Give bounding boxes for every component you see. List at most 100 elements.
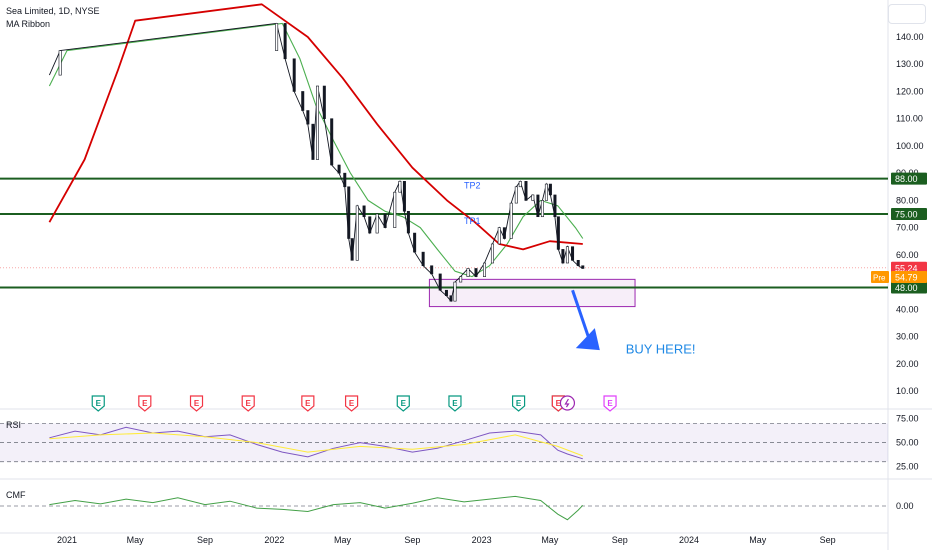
candle: [306, 110, 310, 125]
last-price-badge: 55.24: [895, 263, 918, 273]
price-tick-label: 10.00: [896, 386, 919, 396]
price-tick-label: 110.00: [896, 114, 923, 124]
candle: [514, 186, 518, 204]
time-tick-label: May: [749, 535, 767, 545]
candle: [509, 202, 513, 239]
price-tick-label: 120.00: [896, 86, 924, 96]
buy-here-label: BUY HERE!: [626, 341, 696, 356]
candle: [322, 85, 326, 119]
cmf-tick-label: 0.00: [896, 501, 914, 511]
buy-arrow-shaft: [571, 289, 592, 342]
time-tick-label: 2022: [264, 535, 284, 545]
candle: [531, 194, 535, 201]
time-tick-label: 2024: [679, 535, 699, 545]
earnings-marker-label: E: [452, 399, 458, 408]
rsi-tick-label: 75.00: [896, 414, 919, 424]
candle: [283, 23, 287, 60]
candle: [413, 232, 417, 253]
candle: [438, 273, 442, 291]
last-price-badge-box: [891, 261, 927, 274]
candle: [502, 227, 506, 239]
earnings-marker-label: E: [305, 399, 311, 408]
buy-arrow-head: [575, 328, 600, 351]
candle: [474, 268, 478, 277]
earnings-marker: [241, 395, 255, 412]
symbol-legend[interactable]: Sea Limited, 1D, NYSE: [6, 6, 100, 16]
level-badge-box: [891, 172, 927, 185]
cmf-label[interactable]: CMF: [6, 490, 26, 500]
rsi-tick-label: 50.00: [896, 438, 919, 448]
premarket-tag: Pre: [873, 274, 886, 283]
candle: [459, 276, 463, 283]
candle: [275, 23, 279, 51]
price-line: [48, 22, 584, 303]
premarket-badge-box: [891, 271, 927, 284]
candle: [316, 85, 320, 160]
candle: [540, 200, 544, 218]
rsi-line: [49, 432, 583, 457]
candle: [548, 183, 552, 196]
candle: [553, 194, 557, 218]
candle: [393, 191, 397, 228]
candle: [406, 210, 410, 234]
earnings-marker-label: E: [516, 399, 522, 408]
candle: [561, 249, 565, 264]
time-tick-label: Sep: [820, 535, 836, 545]
candle: [544, 183, 548, 201]
earnings-marker-label: E: [349, 399, 355, 408]
candle: [518, 181, 522, 188]
fullscreen-button[interactable]: [888, 4, 926, 24]
candle: [421, 251, 425, 267]
level-badge: 88.00: [895, 174, 918, 184]
level-badge: 48.00: [895, 283, 918, 293]
earnings-marker-label: E: [401, 399, 407, 408]
candle: [375, 213, 379, 234]
earnings-marker-label: E: [96, 399, 102, 408]
candle: [581, 265, 585, 269]
time-tick-label: May: [541, 535, 559, 545]
flash-icon: [564, 398, 570, 408]
candle: [497, 227, 501, 245]
price-tick-label: 100.00: [896, 141, 924, 151]
earnings-marker: [448, 395, 462, 412]
earnings-marker: [511, 395, 526, 412]
rsi-label[interactable]: RSI: [6, 420, 22, 430]
premarket-tag-box: [871, 271, 889, 284]
level-badge: 75.00: [895, 210, 918, 220]
candle: [58, 50, 62, 76]
earnings-marker: [301, 395, 315, 412]
level-badge-box: [891, 281, 927, 294]
candle: [565, 246, 569, 264]
dividend-marker: [559, 395, 576, 411]
candle: [347, 186, 351, 239]
candle: [330, 118, 334, 166]
level-badge-box: [891, 208, 927, 220]
ma-ribbon-legend[interactable]: MA Ribbon: [6, 19, 51, 29]
candle: [383, 213, 387, 228]
earnings-marker-label: E: [142, 399, 148, 408]
cmf-line: [49, 495, 584, 521]
earnings-marker-label: E: [556, 399, 562, 408]
earnings-marker-label: E: [194, 399, 200, 408]
candle: [524, 181, 528, 201]
candle: [490, 243, 494, 264]
candle: [402, 181, 406, 212]
time-tick-label: Sep: [197, 535, 213, 545]
buy-zone-rectangle: [428, 278, 636, 308]
candle: [301, 91, 305, 111]
price-tick-label: 70.00: [896, 223, 919, 233]
target-label: TP1: [464, 216, 481, 226]
price-tick-label: 60.00: [896, 250, 919, 260]
earnings-marker-label: E: [607, 399, 613, 408]
premarket-badge: 54.79: [895, 273, 918, 283]
price-tick-label: 130.00: [896, 59, 924, 69]
time-tick-label: Sep: [404, 535, 420, 545]
candle: [556, 216, 560, 250]
earnings-marker: [603, 395, 617, 412]
candle: [355, 205, 359, 261]
earnings-marker: [91, 395, 105, 412]
price-tick-label: 80.00: [896, 195, 919, 205]
candle: [576, 259, 580, 267]
time-tick-label: May: [334, 535, 352, 545]
